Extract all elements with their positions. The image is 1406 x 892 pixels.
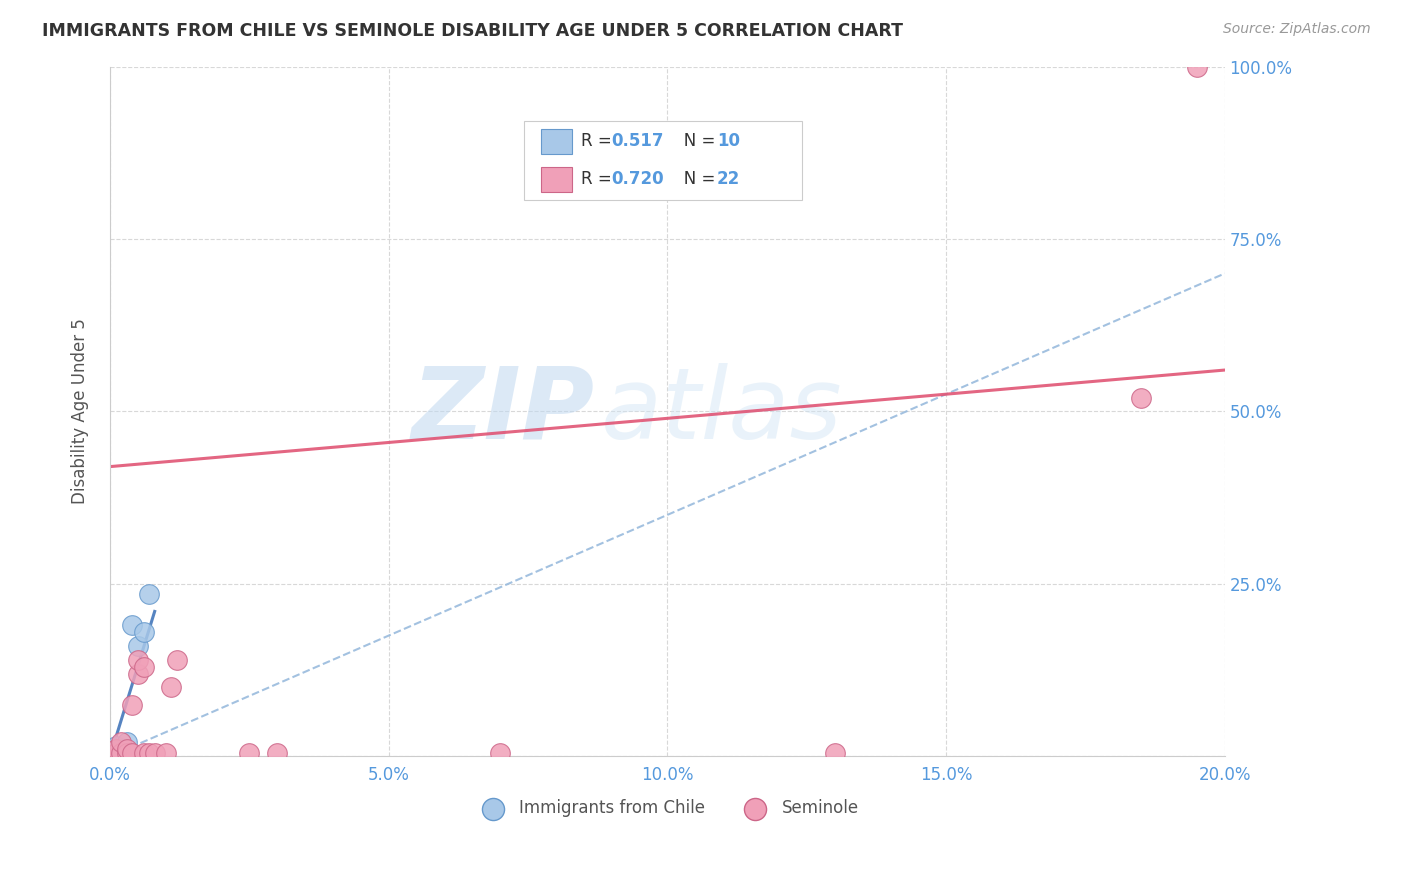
Point bbox=[121, 698, 143, 712]
Text: N =: N = bbox=[668, 170, 720, 188]
Point bbox=[115, 735, 138, 749]
Text: 10: 10 bbox=[717, 133, 740, 151]
Point bbox=[104, 746, 127, 760]
Point bbox=[1130, 391, 1153, 405]
Point bbox=[115, 746, 138, 760]
Point bbox=[824, 746, 846, 760]
Point bbox=[155, 746, 177, 760]
Point bbox=[266, 746, 288, 760]
Text: atlas: atlas bbox=[600, 363, 842, 460]
Point bbox=[110, 746, 132, 760]
Point bbox=[110, 735, 132, 749]
Point bbox=[121, 746, 143, 760]
Point bbox=[127, 666, 149, 681]
Point bbox=[121, 618, 143, 632]
Y-axis label: Disability Age Under 5: Disability Age Under 5 bbox=[72, 318, 89, 504]
Point bbox=[143, 746, 166, 760]
Point bbox=[104, 739, 127, 753]
Point bbox=[110, 742, 132, 756]
Point bbox=[166, 653, 188, 667]
Point bbox=[115, 746, 138, 760]
Point bbox=[104, 746, 127, 760]
Point bbox=[132, 746, 155, 760]
Point bbox=[104, 742, 127, 756]
Text: 22: 22 bbox=[717, 170, 741, 188]
Text: 0.517: 0.517 bbox=[612, 133, 664, 151]
Text: N =: N = bbox=[668, 133, 720, 151]
Text: R =: R = bbox=[581, 133, 617, 151]
Point bbox=[238, 746, 260, 760]
Point bbox=[138, 587, 160, 601]
Point bbox=[132, 625, 155, 640]
Point bbox=[489, 746, 512, 760]
Point bbox=[127, 639, 149, 653]
Point bbox=[110, 746, 132, 760]
Text: 0.720: 0.720 bbox=[612, 170, 664, 188]
Point bbox=[160, 681, 183, 695]
Point bbox=[115, 742, 138, 756]
Text: Source: ZipAtlas.com: Source: ZipAtlas.com bbox=[1223, 22, 1371, 37]
Point bbox=[1185, 60, 1208, 74]
Point bbox=[132, 659, 155, 673]
Text: IMMIGRANTS FROM CHILE VS SEMINOLE DISABILITY AGE UNDER 5 CORRELATION CHART: IMMIGRANTS FROM CHILE VS SEMINOLE DISABI… bbox=[42, 22, 903, 40]
Text: R =: R = bbox=[581, 170, 617, 188]
Point bbox=[127, 653, 149, 667]
Point bbox=[138, 746, 160, 760]
Legend: Immigrants from Chile, Seminole: Immigrants from Chile, Seminole bbox=[470, 792, 866, 824]
Text: ZIP: ZIP bbox=[412, 363, 595, 460]
